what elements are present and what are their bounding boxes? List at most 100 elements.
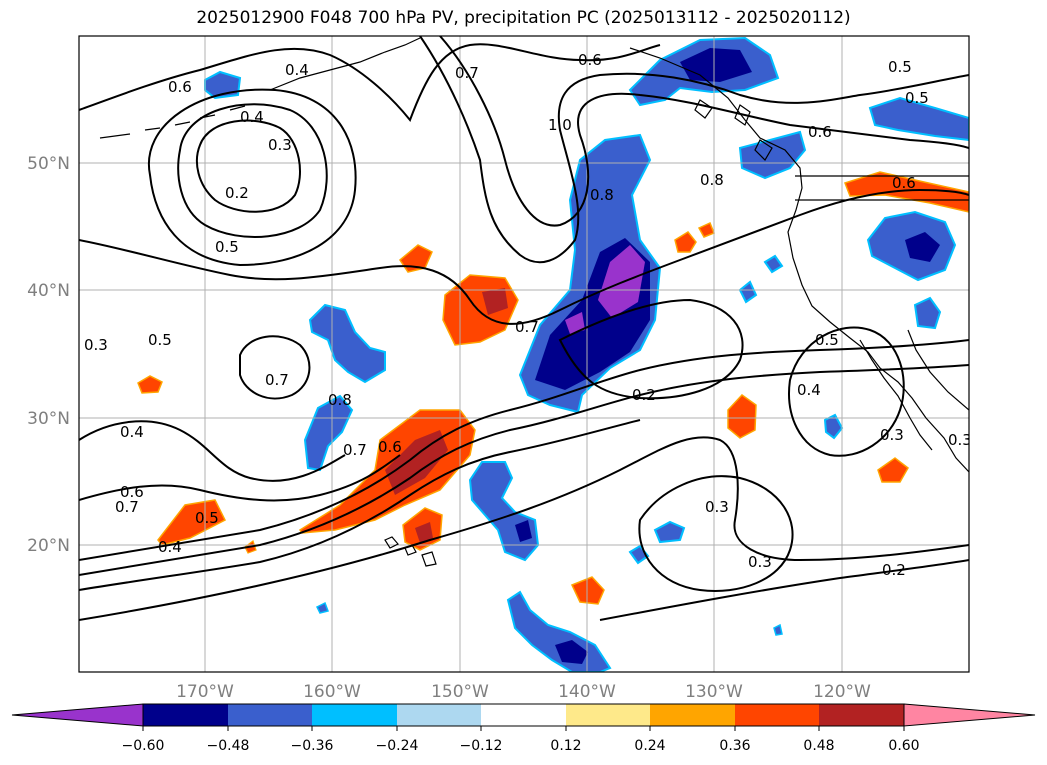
shade-small-orange-7: [674, 231, 697, 253]
pv-label: 0.3: [748, 553, 772, 571]
pv-label: 0.6: [892, 174, 916, 192]
pv-label: 0.4: [120, 423, 144, 441]
pv-label: 0.4: [797, 381, 821, 399]
pv-label: 0.4: [285, 61, 309, 79]
pv-label: 0.5: [148, 331, 172, 349]
shade-mid-red: [482, 288, 508, 315]
shade-small-blue-3: [823, 413, 844, 440]
pv-contour-east-loop: [788, 326, 905, 457]
lat-label-20n: 20°N: [27, 536, 70, 556]
pv-label: 0.7: [265, 371, 289, 389]
pv-label: 0.8: [700, 171, 724, 189]
lon-label-170w: 170°W: [176, 682, 234, 702]
map-background: [79, 36, 969, 672]
shade-west-low-blue: [303, 394, 354, 472]
colorbar-tick-label: −0.48: [207, 738, 250, 754]
pv-label: 0.5: [815, 331, 839, 349]
longitude-labels: 170°W 160°W 150°W 140°W 130°W 120°W: [176, 682, 871, 702]
coast-aleutians: [99, 105, 246, 139]
pv-label: 0.6: [578, 51, 602, 69]
colorbar-bin: [312, 704, 397, 726]
shade-small-blue-4: [738, 280, 758, 304]
colorbar-frame: [142, 703, 905, 727]
lat-label-50n: 50°N: [27, 154, 70, 174]
coast-baja: [859, 339, 933, 451]
coast-us-border: [795, 175, 969, 201]
pv-contour-jet-2: [79, 364, 969, 576]
pv-label: 0.5: [215, 238, 239, 256]
colorbar-tick-label: −0.60: [122, 738, 165, 754]
pv-contour-low-center-mid: [177, 103, 328, 238]
coast-gulf: [907, 329, 969, 411]
pv-label: 0.2: [225, 184, 249, 202]
colorbar-tick-label: 0.36: [719, 738, 750, 754]
colorbar-tick-label: −0.12: [460, 738, 503, 754]
pv-label: 0.3: [880, 426, 904, 444]
lon-label-140w: 140°W: [558, 682, 616, 702]
pv-contour-south-broad: [79, 436, 969, 621]
pv-contours: [79, 36, 969, 621]
lon-label-160w: 160°W: [303, 682, 361, 702]
coast-alaska-peninsula: [269, 37, 421, 91]
colorbar-bin: [143, 704, 228, 726]
shade-small-orange-4: [727, 394, 757, 439]
colorbar-extend-low: [11, 703, 144, 727]
map-frame: [78, 35, 970, 673]
pv-label: 0.6: [808, 123, 832, 141]
pv-label: 0.5: [195, 509, 219, 527]
shade-subtropical-plume-red: [385, 430, 448, 495]
shade-south-navy-2: [555, 640, 588, 664]
pv-label: 0.7: [455, 64, 479, 82]
pv-label: 0.3: [84, 336, 108, 354]
shade-small-red-2: [415, 522, 433, 543]
shade-east-blue-1: [868, 96, 969, 142]
pv-contour-labels: 0.6 0.4 0.4 0.3 0.2 0.5 0.7 1.0 0.8 0.6 …: [84, 51, 972, 579]
colorbar-ticks: [142, 726, 905, 731]
shade-small-blue-5: [763, 254, 784, 274]
pv-label: 0.7: [515, 318, 539, 336]
colorbar-tick-label: 0.24: [634, 738, 665, 754]
pv-contour-ridge-outer: [439, 36, 969, 227]
coastlines: [99, 37, 969, 567]
colorbar-tick-label: −0.24: [376, 738, 419, 754]
lon-label-130w: 130°W: [685, 682, 743, 702]
pv-contour-west-loop: [239, 335, 311, 400]
shade-small-blue-1: [653, 520, 686, 544]
colorbar-bin: [566, 704, 650, 726]
pv-contour-jet-1: [79, 339, 969, 561]
shade-small-orange-1: [399, 244, 433, 273]
shade-east-blue-3: [913, 296, 942, 330]
positive-precip-shading: [137, 171, 969, 605]
pv-label: 0.8: [590, 186, 614, 204]
shade-central-purple-2: [565, 312, 585, 334]
colorbar-bin: [228, 704, 312, 726]
pv-label: 0.8: [328, 391, 352, 409]
pv-contour-central-loop: [558, 298, 744, 400]
lon-label-150w: 150°W: [431, 682, 489, 702]
pv-label: 0.7: [343, 441, 367, 459]
pv-label: 1.0: [548, 116, 572, 134]
coast-north-america: [629, 47, 969, 473]
colorbar-tick-label: 0.48: [803, 738, 834, 754]
colorbar-bin: [650, 704, 735, 726]
colorbar: −0.60 −0.48 −0.36 −0.24 −0.12 0.12 0.24 …: [11, 703, 1036, 754]
pv-contour-ridge-trough: [419, 36, 969, 264]
map-title: 2025012900 F048 700 hPa PV, precipitatio…: [196, 8, 851, 28]
colorbar-bin: [481, 704, 566, 726]
pv-label: 0.3: [948, 431, 972, 449]
shade-small-orange-3: [137, 375, 163, 394]
pv-label: 0.7: [115, 498, 139, 516]
shade-small-blue-7: [773, 623, 783, 636]
shade-small-blue-6: [315, 601, 329, 614]
pv-label: 0.5: [905, 89, 929, 107]
pv-contour-lower-wave: [79, 454, 401, 502]
colorbar-bin: [819, 704, 904, 726]
lat-label-40n: 40°N: [27, 281, 70, 301]
lat-label-30n: 30°N: [27, 409, 70, 429]
pv-contour-southwest-wave: [79, 420, 346, 482]
latitude-labels: 50°N 40°N 30°N 20°N: [27, 154, 70, 556]
pv-label: 0.6: [168, 78, 192, 96]
colorbar-bin: [735, 704, 819, 726]
pv-label: 0.2: [882, 561, 906, 579]
